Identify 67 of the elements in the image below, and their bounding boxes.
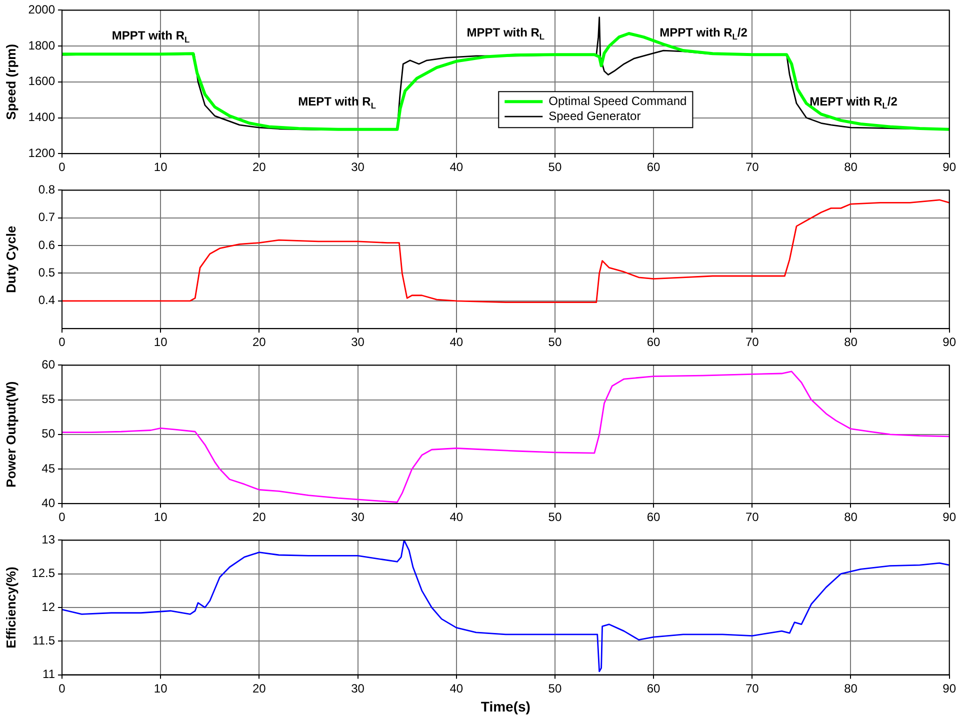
y-axis-title: Speed (rpm)	[3, 44, 18, 120]
x-tick-label: 50	[548, 681, 562, 696]
y-tick-label: 12.5	[32, 566, 56, 580]
x-tick-label: 30	[351, 335, 365, 350]
x-tick-label: 70	[745, 681, 760, 696]
x-tick-label: 80	[844, 681, 858, 696]
y-tick-label: 1200	[28, 146, 56, 160]
x-tick-label: 50	[548, 335, 562, 350]
legend-label: Optimal Speed Command	[548, 94, 687, 108]
y-tick-label: 0.5	[38, 266, 56, 280]
y-tick-label: 40	[42, 496, 56, 510]
x-tick-label: 80	[844, 335, 858, 350]
x-tick-label: 40	[450, 510, 464, 524]
x-tick-label: 40	[450, 160, 464, 174]
x-tick-label: 90	[942, 510, 956, 524]
x-tick-label: 10	[154, 160, 168, 174]
x-tick-label: 90	[942, 160, 956, 174]
legend-label: Speed Generator	[548, 108, 641, 123]
x-tick-label: 50	[548, 510, 562, 524]
x-tick-label: 40	[450, 681, 464, 696]
x-tick-label: 30	[351, 510, 365, 524]
x-tick-label: 20	[252, 681, 266, 696]
y-tick-label: 0.7	[38, 210, 56, 224]
x-tick-label: 0	[58, 681, 66, 696]
x-tick-label: 50	[548, 160, 562, 174]
y-tick-label: 50	[42, 426, 56, 441]
x-tick-label: 30	[351, 681, 365, 696]
y-tick-label: 0.8	[38, 182, 56, 197]
x-tick-label: 70	[745, 510, 760, 524]
y-tick-label: 0.6	[38, 238, 56, 252]
x-tick-label: 80	[844, 160, 858, 174]
y-tick-label: 2000	[28, 2, 56, 17]
y-tick-label: 0.4	[38, 293, 56, 308]
x-tick-label: 80	[844, 510, 858, 524]
x-tick-label: 90	[942, 335, 956, 350]
x-tick-label: 40	[450, 335, 464, 350]
y-axis-title: Power Output(W)	[3, 381, 18, 488]
x-tick-label: 20	[252, 335, 266, 350]
x-tick-label: 0	[58, 335, 66, 350]
x-tick-label: 10	[154, 335, 168, 350]
x-tick-label: 0	[58, 510, 66, 524]
x-tick-label: 20	[252, 160, 266, 174]
y-tick-label: 60	[42, 358, 56, 372]
y-tick-label: 1400	[28, 110, 56, 124]
x-tick-label: 10	[154, 681, 168, 696]
x-tick-label: 20	[252, 510, 266, 524]
y-tick-label: 1800	[28, 38, 56, 52]
x-tick-label: 90	[942, 681, 956, 696]
y-tick-label: 45	[42, 461, 56, 476]
y-tick-label: 13	[42, 532, 56, 547]
y-tick-label: 11.5	[32, 633, 56, 648]
y-tick-label: 1600	[28, 74, 56, 88]
y-tick-label: 55	[42, 392, 56, 406]
x-tick-label: 70	[745, 160, 760, 174]
x-tick-label: 0	[58, 160, 66, 174]
x-axis-title: Time(s)	[480, 698, 530, 714]
y-axis-title: Efficiency(%)	[3, 566, 18, 648]
x-tick-label: 10	[154, 510, 168, 524]
y-tick-label: 11	[42, 667, 56, 682]
x-tick-label: 60	[646, 160, 661, 174]
x-tick-label: 60	[646, 681, 661, 696]
y-tick-label: 12	[42, 600, 56, 614]
x-tick-label: 30	[351, 160, 365, 174]
x-tick-label: 60	[646, 335, 661, 350]
x-tick-label: 70	[745, 335, 760, 350]
x-tick-label: 60	[646, 510, 661, 524]
y-axis-title: Duty Cycle	[3, 226, 18, 293]
